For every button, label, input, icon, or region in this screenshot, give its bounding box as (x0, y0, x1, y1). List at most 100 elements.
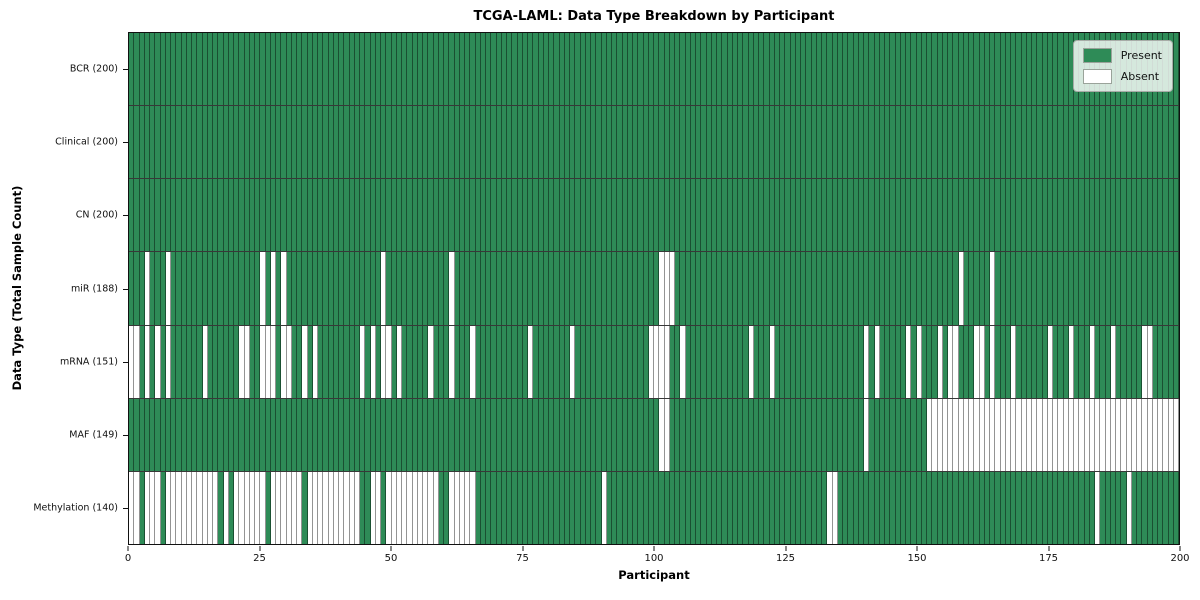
heatmap-cell (160, 33, 166, 106)
heatmap-cell (816, 325, 822, 398)
heatmap-cell (696, 398, 702, 471)
heatmap-cell (1032, 398, 1038, 471)
heatmap-cell (932, 179, 938, 252)
heatmap-cell (396, 106, 402, 179)
heatmap-cell (822, 252, 828, 325)
heatmap-cell (354, 106, 360, 179)
heatmap-cell (969, 106, 975, 179)
heatmap-cell (1005, 398, 1011, 471)
heatmap-cell (270, 252, 276, 325)
y-tick-label: BCR (200) (69, 63, 118, 75)
heatmap-cell (176, 179, 182, 252)
heatmap-cell (984, 398, 990, 471)
heatmap-cell (790, 398, 796, 471)
heatmap-cell (318, 325, 324, 398)
heatmap-cell (512, 325, 518, 398)
heatmap-cell (323, 325, 329, 398)
heatmap-cell (785, 252, 791, 325)
heatmap-cell (533, 106, 539, 179)
heatmap-cell (664, 398, 670, 471)
heatmap-cell (186, 252, 192, 325)
heatmap-cell (165, 106, 171, 179)
heatmap-cell (475, 106, 481, 179)
legend-swatch-present (1082, 48, 1112, 63)
heatmap-cell (265, 179, 271, 252)
heatmap-cell (633, 471, 639, 544)
heatmap-cell (386, 106, 392, 179)
heatmap-cell (1147, 106, 1153, 179)
heatmap-cell (391, 252, 397, 325)
heatmap-cell (402, 252, 408, 325)
heatmap-cell (213, 179, 219, 252)
heatmap-cell (606, 398, 612, 471)
heatmap-row (129, 324, 1179, 398)
heatmap-cell (1116, 106, 1122, 179)
heatmap-cell (690, 252, 696, 325)
heatmap-cell (890, 252, 896, 325)
heatmap-cell (207, 179, 213, 252)
heatmap-cell (375, 398, 381, 471)
x-axis-label: Participant (618, 568, 690, 582)
legend-item-absent: Absent (1082, 69, 1162, 84)
heatmap-cell (433, 398, 439, 471)
heatmap-cell (375, 471, 381, 544)
heatmap-cell (727, 252, 733, 325)
heatmap-cell (895, 179, 901, 252)
heatmap-cell (706, 179, 712, 252)
heatmap-cell (365, 471, 371, 544)
heatmap-cell (496, 33, 502, 106)
heatmap-cell (307, 325, 313, 398)
heatmap-cell (706, 33, 712, 106)
heatmap-cell (606, 179, 612, 252)
heatmap-cell (181, 252, 187, 325)
heatmap-cell (843, 106, 849, 179)
heatmap-cell (155, 106, 161, 179)
heatmap-cell (769, 252, 775, 325)
heatmap-cell (402, 106, 408, 179)
heatmap-cell (239, 325, 245, 398)
heatmap-cell (780, 106, 786, 179)
heatmap-cell (879, 398, 885, 471)
heatmap-cell (559, 106, 565, 179)
heatmap-cell (885, 471, 891, 544)
heatmap-cell (260, 106, 266, 179)
heatmap-cell (286, 398, 292, 471)
heatmap-cell (528, 325, 534, 398)
heatmap-cell (680, 398, 686, 471)
heatmap-cell (491, 325, 497, 398)
heatmap-cell (244, 33, 250, 106)
heatmap-cell (554, 325, 560, 398)
heatmap-cell (160, 325, 166, 398)
heatmap-cell (622, 252, 628, 325)
heatmap-cell (906, 398, 912, 471)
heatmap-cell (627, 33, 633, 106)
heatmap-cell (1026, 325, 1032, 398)
heatmap-cell (270, 179, 276, 252)
y-tick-mark (123, 141, 128, 143)
heatmap-cell (501, 33, 507, 106)
heatmap-cell (501, 252, 507, 325)
heatmap-cell (627, 325, 633, 398)
heatmap-cell (995, 106, 1001, 179)
heatmap-cell (543, 252, 549, 325)
heatmap-cell (785, 179, 791, 252)
heatmap-cell (207, 398, 213, 471)
heatmap-cell (664, 33, 670, 106)
heatmap-cell (969, 398, 975, 471)
heatmap-cell (990, 179, 996, 252)
heatmap-cell (927, 471, 933, 544)
heatmap-cell (223, 33, 229, 106)
heatmap-cell (1074, 325, 1080, 398)
heatmap-cell (816, 398, 822, 471)
heatmap-cell (795, 33, 801, 106)
heatmap-cell (1063, 106, 1069, 179)
heatmap-cell (570, 179, 576, 252)
heatmap-cell (339, 471, 345, 544)
heatmap-cell (1016, 179, 1022, 252)
heatmap-cell (396, 252, 402, 325)
heatmap-cell (438, 471, 444, 544)
heatmap-cell (806, 471, 812, 544)
heatmap-cell (596, 106, 602, 179)
heatmap-cell (659, 179, 665, 252)
heatmap-cell (391, 471, 397, 544)
